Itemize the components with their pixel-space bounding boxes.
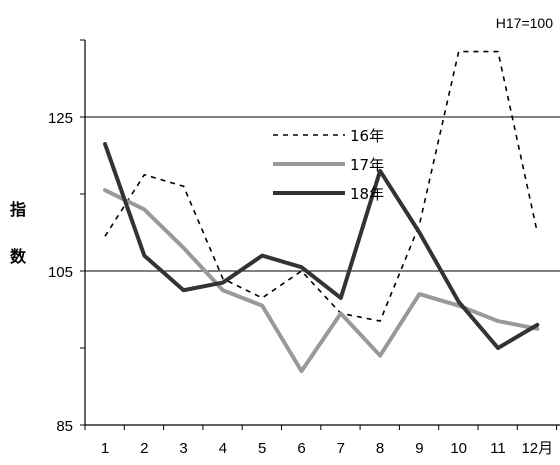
y-tick-label: 125 bbox=[48, 110, 73, 127]
axes bbox=[84, 40, 560, 426]
y-tick-label: 85 bbox=[56, 418, 73, 435]
x-tick-label: 11 bbox=[490, 440, 506, 457]
x-tick-label: 2 bbox=[140, 440, 148, 457]
x-tick-label: 10 bbox=[450, 440, 467, 457]
x-tick-label: 6 bbox=[297, 440, 305, 457]
y-axis-title-char-1: 指 bbox=[10, 200, 26, 219]
x-tick-label: 1 bbox=[101, 440, 109, 457]
x-tick-label: 8 bbox=[376, 440, 384, 457]
x-tick-label: 5 bbox=[258, 440, 266, 457]
y-tick-label: 105 bbox=[48, 264, 73, 281]
x-tick-label: 12月 bbox=[521, 440, 553, 457]
series-lines bbox=[103, 50, 540, 374]
y-axis-title: 指 数 bbox=[10, 200, 27, 266]
legend-label-2: 17年 bbox=[350, 156, 384, 174]
y-ticks: 85 105 125 bbox=[48, 39, 85, 435]
base-year-note: H17=100 bbox=[496, 15, 553, 31]
legend-label-1: 16年 bbox=[350, 127, 384, 145]
series-line-3 bbox=[103, 141, 540, 350]
x-tick-label: 3 bbox=[179, 440, 187, 457]
y-axis-title-char-2: 数 bbox=[10, 247, 27, 266]
legend: 16年 17年 18年 bbox=[273, 127, 384, 203]
x-tick-label: 9 bbox=[415, 440, 423, 457]
x-tick-label: 7 bbox=[337, 440, 345, 457]
series-line-1 bbox=[104, 50, 539, 322]
x-tick-label: 4 bbox=[219, 440, 227, 457]
x-ticks: 1 2 3 4 5 6 7 8 9 10 11 12月 bbox=[84, 425, 558, 457]
legend-label-3: 18年 bbox=[350, 185, 384, 203]
